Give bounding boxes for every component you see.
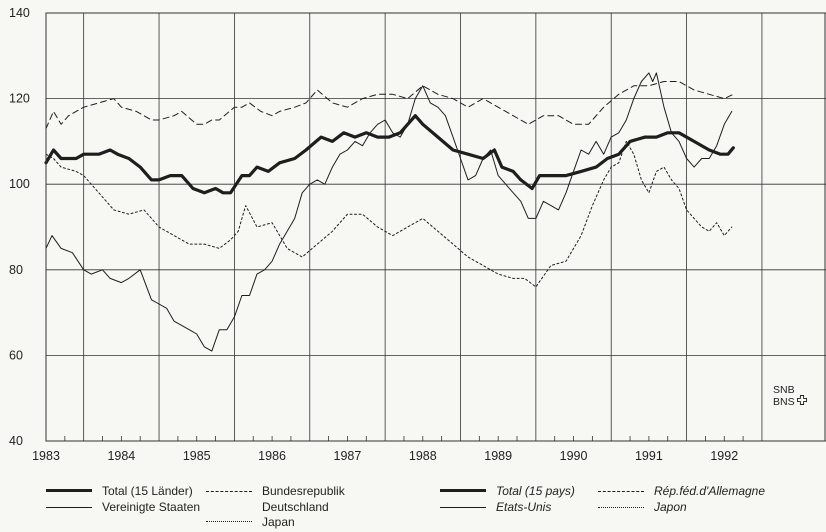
legend-label: Bundesrepublik [262,484,345,498]
series-line-japan [45,140,733,288]
y-tick-label: 60 [9,348,23,362]
legend-label: Deutschland [262,500,329,514]
legend-label: Total (15 pays) [496,484,575,498]
x-tick-label: 1983 [32,449,60,463]
y-tick-label: 140 [9,6,30,20]
x-tick-label: 1988 [409,449,437,463]
x-tick-label: 1991 [635,449,663,463]
legend-label: Vereinigte Staaten [102,500,201,514]
y-tick-label: 100 [9,177,30,191]
series-line-usa [45,72,733,352]
x-tick-label: 1989 [484,449,512,463]
legend-label: Japan [262,515,295,529]
y-axis-ticks: 40 60 80 100 120 140 [9,6,30,448]
legend-swatch-thick [46,489,92,492]
x-tick-label: 1987 [334,449,362,463]
legend-swatch-thin [440,507,486,508]
x-tick-label: 1985 [183,449,211,463]
x-tick-label: 1986 [258,449,286,463]
x-axis-ticks: 1983 1984 1985 1986 1987 1988 1989 1990 1991 1992 [32,449,738,463]
logo-line-1: SNB [773,384,795,396]
y-tick-label: 120 [9,92,30,106]
legend-label: Etats-Unis [496,500,552,514]
legend-swatch-dashed [206,491,252,492]
grid [46,12,826,442]
legend-swatch-dotted [206,521,252,522]
legend-label: Japon [654,500,687,514]
y-tick-label: 40 [9,434,23,448]
plot-frame [45,12,826,442]
legend-swatch-thick [440,489,486,492]
series-lines [44,72,735,352]
x-tick-label: 1990 [560,449,588,463]
legend-swatch-thin [46,507,92,508]
y-tick-label: 80 [9,263,23,277]
series-line-total [44,114,735,195]
legend-label: Rép.féd.d'Allemagne [654,484,766,498]
legend-swatch-dashed [598,491,644,492]
snb-bns-logo: SNB BNS [773,384,807,408]
x-tick-label: 1984 [107,449,135,463]
series-line-germany [45,81,734,130]
legend-swatch-dotted [598,507,644,508]
legend-label: Total (15 Länder) [102,484,193,498]
logo-line-2: BNS [773,396,795,408]
swiss-cross-icon [797,395,807,405]
x-tick-label: 1992 [710,449,738,463]
